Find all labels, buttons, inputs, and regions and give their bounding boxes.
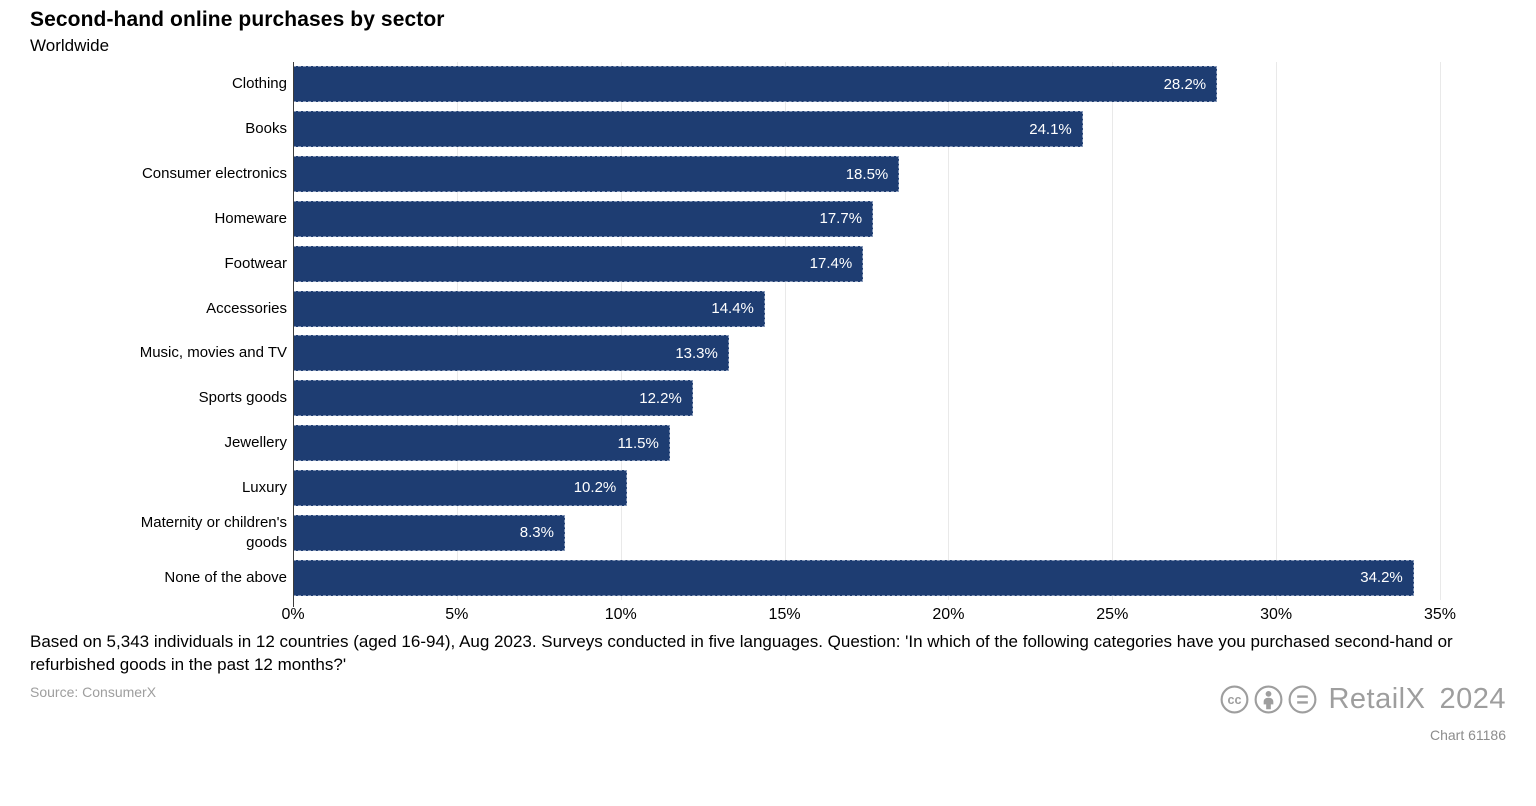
bar-row: 12.2% bbox=[293, 376, 1440, 421]
bar: 17.7% bbox=[293, 200, 874, 237]
attribution-icon bbox=[1253, 684, 1284, 715]
bar: 18.5% bbox=[293, 156, 900, 193]
x-tick-label: 5% bbox=[445, 606, 469, 623]
bar-row: 28.2% bbox=[293, 62, 1440, 107]
brand-name: RetailX bbox=[1328, 682, 1426, 715]
bar-row: 17.4% bbox=[293, 241, 1440, 286]
bar-row: 17.7% bbox=[293, 196, 1440, 241]
gridline bbox=[1276, 62, 1278, 600]
bar: 10.2% bbox=[293, 469, 628, 506]
x-tick-label: 20% bbox=[932, 606, 965, 623]
category-label: Clothing bbox=[231, 75, 287, 93]
x-axis-ticks: 0% 5% 10% 15% 20% 25% 30% 35% bbox=[281, 606, 1456, 626]
gridline bbox=[456, 62, 458, 600]
category-label: Consumer electronics bbox=[141, 165, 287, 183]
cc-license-icons: cc bbox=[1219, 684, 1318, 715]
y-axis-line bbox=[293, 62, 294, 607]
category-label: Sports goods bbox=[198, 389, 287, 407]
svg-text:cc: cc bbox=[1228, 693, 1242, 707]
brand-year: 2024 bbox=[1439, 682, 1506, 715]
footnote: Based on 5,343 individuals in 12 countri… bbox=[30, 632, 1453, 674]
x-tick-label: 0% bbox=[281, 606, 305, 623]
gridline bbox=[1440, 62, 1441, 600]
bar-row: 8.3% bbox=[293, 510, 1440, 555]
bar: 13.3% bbox=[293, 335, 729, 372]
bar-value-label: 13.3% bbox=[675, 344, 718, 362]
bar-row: 24.1% bbox=[293, 107, 1440, 152]
bar-value-label: 24.1% bbox=[1029, 120, 1072, 138]
bar-value-label: 11.5% bbox=[617, 434, 659, 452]
gridline bbox=[620, 62, 622, 600]
bar: 34.2% bbox=[293, 559, 1414, 596]
bar: 17.4% bbox=[293, 245, 864, 282]
bar: 8.3% bbox=[293, 514, 565, 551]
category-labels: Clothing Books Consumer electronics Homewar… bbox=[115, 62, 287, 600]
category-label: Footwear bbox=[224, 254, 287, 272]
page-subtitle: Worldwide bbox=[30, 36, 110, 55]
bar-row: 10.2% bbox=[293, 465, 1440, 510]
category-label: Homeware bbox=[214, 209, 287, 227]
bar: 11.5% bbox=[293, 425, 670, 462]
category-label: Maternity or children's goods bbox=[140, 513, 287, 551]
page-title: Second-hand online purchases by sector bbox=[30, 8, 445, 31]
x-tick-label: 25% bbox=[1096, 606, 1129, 623]
bar: 14.4% bbox=[293, 290, 765, 327]
category-label: Jewellery bbox=[224, 434, 287, 452]
bar-value-label: 18.5% bbox=[845, 165, 889, 183]
gridline bbox=[784, 62, 786, 600]
gridline bbox=[1112, 62, 1114, 600]
x-tick-label: 10% bbox=[604, 606, 637, 623]
cc-icon: cc bbox=[1219, 684, 1250, 715]
bar: 24.1% bbox=[293, 111, 1083, 148]
category-label: Music, movies and TV bbox=[139, 344, 287, 362]
gridline bbox=[948, 62, 950, 600]
bar-row: 13.3% bbox=[293, 331, 1440, 376]
bar-value-label: 10.2% bbox=[573, 479, 617, 497]
bar: 12.2% bbox=[293, 380, 693, 417]
x-tick-label: 15% bbox=[768, 606, 801, 623]
bar-row: 14.4% bbox=[293, 286, 1440, 331]
bar: 28.2% bbox=[293, 66, 1218, 103]
bar-value-label: 8.3% bbox=[519, 524, 554, 542]
category-label: Accessories bbox=[206, 299, 287, 317]
bar-row: 11.5% bbox=[293, 421, 1440, 466]
source-label: Source: ConsumerX bbox=[30, 684, 157, 700]
bar-value-label: 17.4% bbox=[809, 255, 853, 273]
bar-value-label: 17.7% bbox=[819, 210, 863, 228]
category-label: Books bbox=[245, 120, 287, 138]
bar-rows: 28.2% 24.1% 18.5% 17.7% 17.4% 14.4% 13.3% 12.2%… bbox=[293, 62, 1440, 600]
category-label: None of the above bbox=[164, 568, 287, 586]
bar-value-label: 12.2% bbox=[639, 389, 682, 407]
bar-row: 18.5% bbox=[293, 152, 1440, 197]
bar-row: 34.2% bbox=[293, 555, 1440, 600]
bar-value-label: 14.4% bbox=[711, 300, 754, 318]
branding: cc RetailX 2024 bbox=[1219, 681, 1506, 717]
plot-area: 28.2% 24.1% 18.5% 17.7% 17.4% 14.4% 13.3% 12.2%… bbox=[293, 62, 1441, 607]
x-tick-label: 35% bbox=[1423, 606, 1457, 623]
bar-value-label: 28.2% bbox=[1163, 75, 1207, 93]
bar-value-label: 34.2% bbox=[1360, 569, 1403, 587]
x-tick-label: 30% bbox=[1260, 606, 1293, 623]
chart-id: Chart 61186 bbox=[1429, 727, 1506, 743]
no-derivatives-icon bbox=[1287, 684, 1318, 715]
category-label: Luxury bbox=[241, 478, 287, 496]
